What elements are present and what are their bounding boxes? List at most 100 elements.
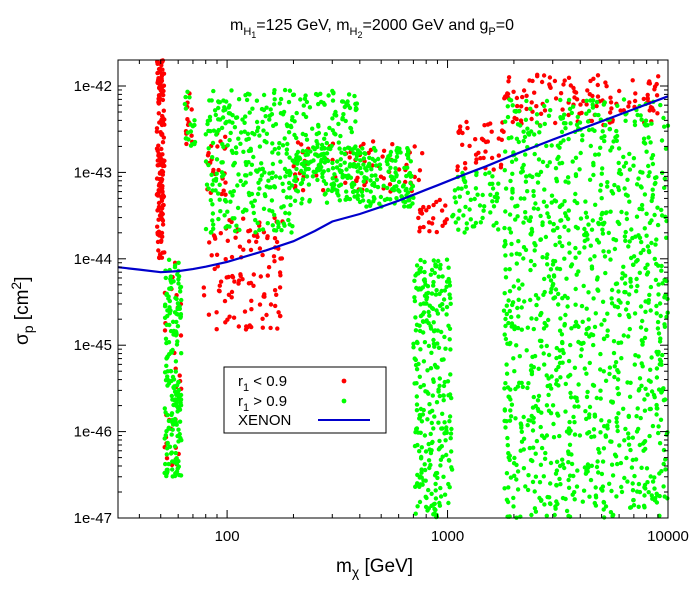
data-point — [622, 438, 627, 443]
data-point — [632, 119, 637, 124]
data-point — [553, 506, 558, 511]
data-point — [155, 224, 160, 229]
data-point — [569, 461, 575, 467]
data-point — [533, 509, 539, 514]
data-point — [423, 504, 429, 510]
data-point — [492, 194, 497, 200]
data-point — [509, 252, 514, 257]
data-point — [615, 219, 620, 225]
data-point — [219, 191, 224, 197]
data-point — [572, 89, 577, 94]
data-point — [654, 375, 660, 380]
data-point — [589, 227, 595, 232]
data-point — [596, 221, 602, 227]
data-point — [432, 270, 437, 276]
data-point — [555, 411, 560, 416]
data-point — [591, 296, 596, 301]
data-point — [373, 173, 378, 178]
data-point — [599, 196, 604, 201]
data-point — [446, 393, 451, 398]
data-point — [166, 257, 172, 262]
data-point — [222, 105, 227, 110]
data-point — [598, 430, 603, 435]
data-point — [625, 380, 630, 385]
data-point — [441, 474, 446, 479]
data-point — [235, 205, 241, 211]
data-point — [648, 367, 653, 372]
data-point — [156, 188, 161, 193]
data-point — [324, 151, 330, 156]
data-point — [641, 136, 647, 141]
data-point — [426, 220, 432, 225]
data-point — [615, 386, 620, 391]
data-point — [350, 184, 355, 190]
data-point — [460, 142, 465, 147]
data-point — [176, 305, 181, 310]
data-point — [616, 411, 621, 416]
data-point — [659, 263, 664, 269]
data-point — [372, 196, 377, 201]
data-point — [432, 501, 437, 506]
data-point — [572, 497, 577, 502]
data-point — [573, 155, 579, 160]
data-point — [623, 281, 628, 286]
data-point — [164, 467, 169, 473]
data-point — [584, 468, 589, 474]
data-point — [640, 339, 645, 345]
data-point — [288, 202, 293, 208]
data-point — [502, 96, 507, 101]
data-point — [358, 158, 363, 163]
data-point — [419, 208, 424, 213]
data-point — [203, 226, 209, 232]
data-point — [438, 494, 444, 499]
data-point — [600, 299, 606, 304]
data-point — [434, 308, 439, 313]
data-point — [544, 255, 549, 260]
data-point — [438, 262, 443, 268]
data-point — [278, 96, 284, 102]
data-point — [585, 462, 591, 467]
data-point — [512, 324, 517, 329]
data-point — [649, 218, 654, 223]
data-point — [596, 446, 601, 452]
data-point — [231, 189, 236, 194]
data-point — [652, 486, 657, 491]
data-point — [626, 442, 632, 447]
data-point — [490, 174, 495, 179]
data-point — [441, 398, 446, 403]
data-point — [638, 325, 644, 330]
data-point — [587, 334, 592, 339]
data-point — [301, 162, 306, 167]
data-point — [421, 359, 427, 364]
data-point — [420, 319, 426, 324]
data-point — [615, 377, 621, 382]
data-point — [614, 133, 620, 139]
data-point — [300, 148, 306, 154]
data-point — [596, 240, 602, 245]
data-point — [514, 462, 519, 468]
data-point — [260, 166, 265, 172]
data-point — [527, 218, 533, 224]
data-point — [442, 288, 448, 293]
data-point — [654, 366, 660, 371]
data-point — [535, 180, 541, 185]
data-point — [247, 110, 252, 115]
data-point — [527, 445, 532, 451]
data-point — [656, 74, 661, 79]
data-point — [650, 187, 655, 192]
data-point — [654, 311, 659, 316]
data-point — [637, 270, 642, 275]
data-point — [370, 139, 376, 144]
data-point — [283, 174, 288, 179]
data-point — [639, 185, 644, 190]
data-point — [553, 471, 559, 476]
data-point — [222, 213, 227, 218]
data-point — [628, 255, 634, 261]
data-point — [646, 163, 651, 169]
data-point — [513, 386, 518, 392]
data-point — [363, 151, 368, 156]
data-point — [502, 168, 507, 173]
data-point — [437, 376, 442, 381]
data-point — [411, 341, 416, 346]
